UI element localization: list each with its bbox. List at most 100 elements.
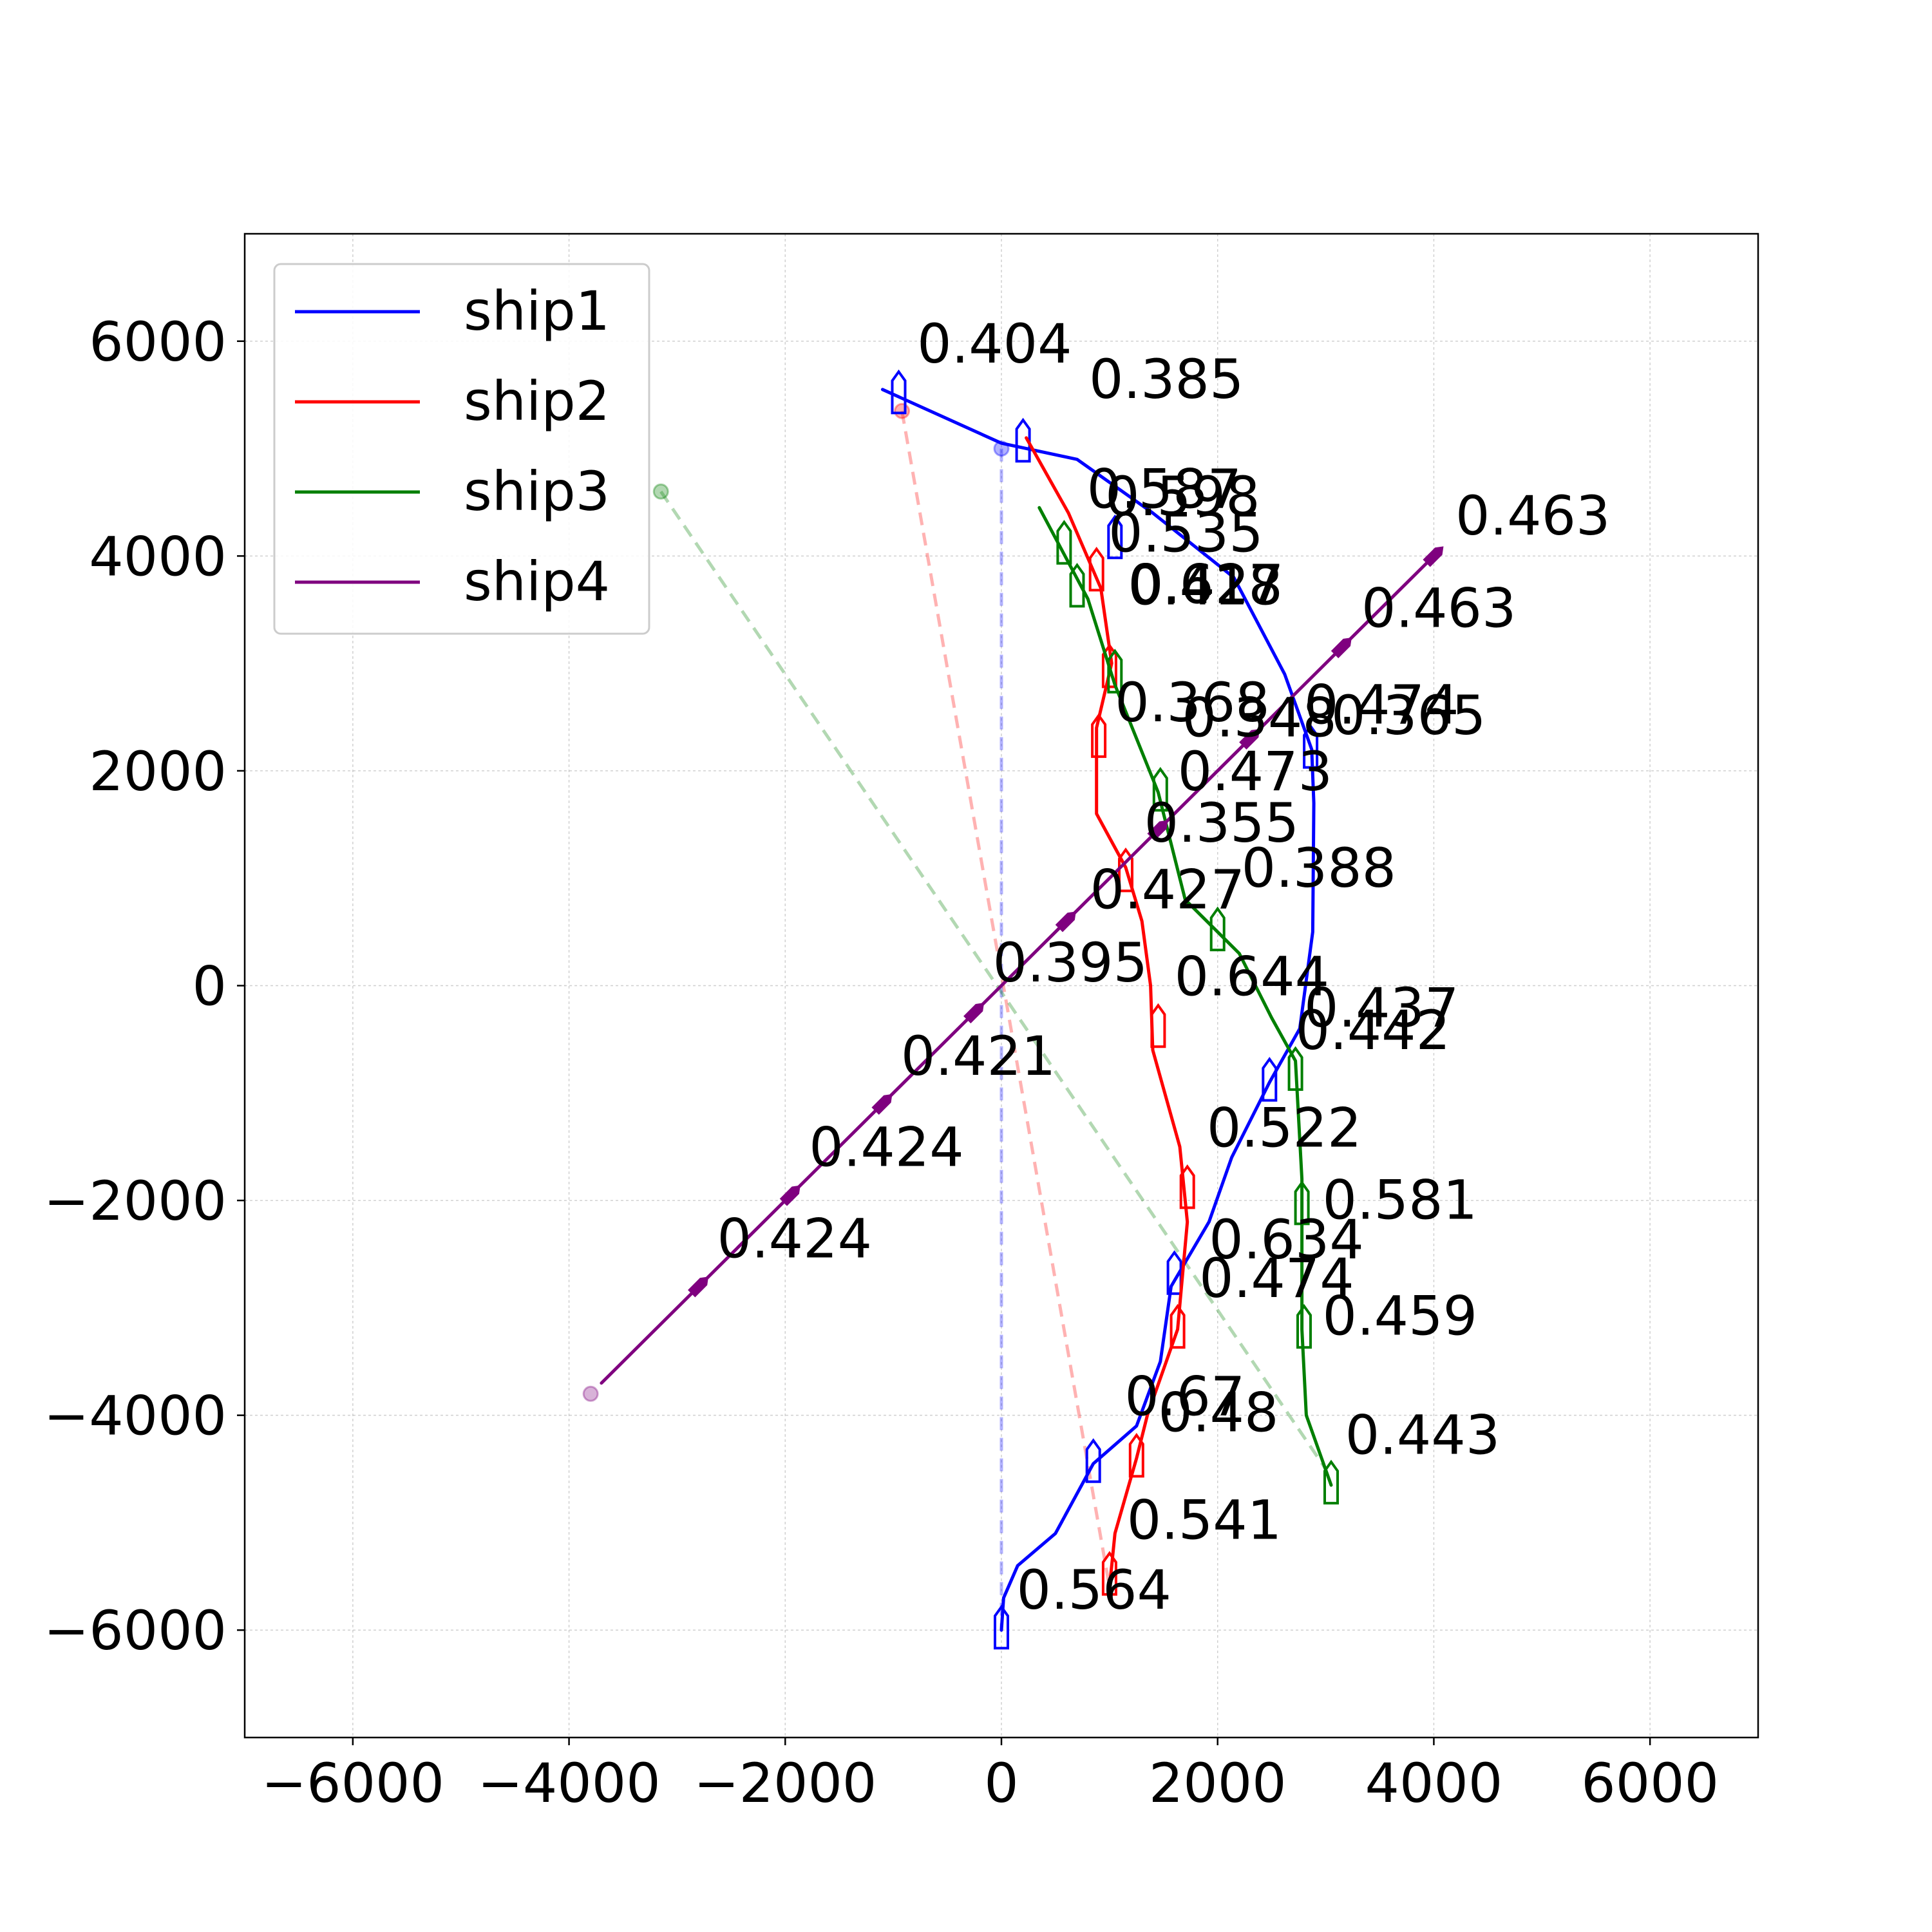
ship1-hull bbox=[1166, 1250, 1182, 1295]
ship3-start-point bbox=[652, 483, 669, 500]
ship4-hull bbox=[1423, 546, 1444, 567]
ship1-value-label: 0.437 bbox=[1304, 976, 1459, 1039]
ship2-hull bbox=[1101, 1551, 1117, 1596]
y-tick-label: 0 bbox=[193, 955, 227, 1018]
ship4-value-label: 0.355 bbox=[1144, 791, 1299, 855]
ship2-hull bbox=[1170, 1303, 1186, 1349]
ship4-value-label: 0.424 bbox=[717, 1207, 872, 1270]
y-tick-label: 4000 bbox=[89, 525, 227, 588]
ship2-ship-marker bbox=[1101, 1551, 1117, 1596]
legend-label-ship3: ship3 bbox=[464, 460, 610, 523]
ship2-ship-marker bbox=[1150, 1003, 1166, 1048]
ship3-ship-marker bbox=[1287, 1046, 1303, 1091]
x-tick-label: 0 bbox=[984, 1752, 1018, 1815]
gridlines bbox=[245, 234, 1758, 1738]
series-layer bbox=[600, 369, 1444, 1650]
ship3-value-label: 0.581 bbox=[1323, 1168, 1477, 1231]
ship4-ship-marker bbox=[779, 1185, 800, 1206]
ship1-value-label: 0.634 bbox=[1209, 1208, 1363, 1271]
ship4-trajectory bbox=[600, 549, 1441, 1385]
ship4-value-label: 0.395 bbox=[993, 931, 1148, 994]
ship4-value-label: 0.463 bbox=[1455, 484, 1610, 547]
ship3-hull bbox=[1152, 766, 1168, 812]
y-tick-label: −2000 bbox=[44, 1170, 227, 1233]
ship1-ship-marker bbox=[1303, 724, 1319, 769]
ship3-value-label: 0.598 bbox=[1105, 465, 1260, 528]
ship2-hull bbox=[1118, 847, 1133, 893]
ship1-ship-marker bbox=[994, 1604, 1009, 1650]
ship4-ship-marker bbox=[1239, 728, 1260, 750]
legend-label-ship2: ship2 bbox=[464, 370, 610, 433]
y-tick-label: 2000 bbox=[89, 740, 227, 803]
ship2-value-label: 0.522 bbox=[1207, 1097, 1361, 1160]
ship3-hull bbox=[1056, 520, 1072, 565]
ship3-value-label: 0.348 bbox=[1182, 687, 1336, 750]
ship4-ship-marker bbox=[688, 1276, 709, 1298]
ship2-ship-marker bbox=[1170, 1303, 1186, 1349]
ship2-ship-marker bbox=[1118, 847, 1133, 893]
ship1-hull bbox=[1015, 417, 1031, 463]
x-tick-label: 2000 bbox=[1149, 1752, 1287, 1815]
legend-label-ship1: ship1 bbox=[464, 279, 610, 343]
ship2-ship-marker bbox=[1101, 643, 1117, 688]
ship1-hull bbox=[1085, 1438, 1101, 1483]
legend-frame bbox=[273, 263, 650, 635]
ship4-hull bbox=[1055, 911, 1076, 933]
ship1-hull bbox=[891, 369, 907, 415]
guide-lines bbox=[582, 402, 1327, 1631]
ship1-ship-marker bbox=[1107, 514, 1123, 560]
ship2-hull bbox=[1128, 1432, 1144, 1478]
ship3-guide-line bbox=[659, 490, 1327, 1470]
ship3-ship-marker bbox=[1152, 766, 1168, 812]
ship2-hull bbox=[1091, 713, 1107, 758]
ship3-value-label: 0.473 bbox=[1178, 740, 1332, 803]
ship3-value-label: 0.442 bbox=[1296, 999, 1450, 1062]
ship4-hull bbox=[1147, 820, 1168, 841]
ship1-hull bbox=[1262, 1057, 1278, 1102]
ship3-trajectory bbox=[1037, 506, 1333, 1487]
ship3-ship-marker bbox=[1323, 1459, 1339, 1505]
ship3-ship-marker bbox=[1056, 520, 1072, 565]
ship4-ship-marker bbox=[871, 1094, 893, 1115]
ship1-ship-marker bbox=[1166, 1250, 1182, 1295]
ship4-start-point bbox=[582, 1385, 599, 1402]
ship2-start-point bbox=[894, 402, 911, 419]
ship2-value-label: 0.541 bbox=[1127, 1488, 1282, 1551]
ship2-guide-line bbox=[900, 410, 1112, 1587]
ship2-ship-marker bbox=[1128, 1432, 1144, 1478]
ship2-hull bbox=[1101, 643, 1117, 688]
ship2-value-label: 0.644 bbox=[1175, 945, 1329, 1009]
ship3-hull bbox=[1294, 1180, 1310, 1226]
ship3-ship-marker bbox=[1069, 562, 1085, 608]
ship2-value-label: 0.368 bbox=[1115, 671, 1269, 734]
ship4-ship-marker bbox=[1423, 546, 1444, 567]
ship1-value-label: 0.474 bbox=[1304, 674, 1459, 737]
ship1-value-label: 0.385 bbox=[1089, 348, 1244, 411]
legend[interactable]: ship1 ship2 ship3 ship4 bbox=[273, 263, 650, 635]
data-labels: 0.564 0.67 0.634 0.437 0.474 0.418 0.385 0.404 0… bbox=[717, 312, 1611, 1622]
ship2-hull bbox=[1088, 546, 1104, 592]
ship4-value-label: 0.421 bbox=[901, 1025, 1056, 1088]
ship1-ship-marker bbox=[891, 369, 907, 415]
ship3-hull bbox=[1209, 906, 1226, 952]
ship1-hull bbox=[1107, 514, 1123, 560]
ship4-value-label: 0.365 bbox=[1331, 684, 1486, 747]
ship2-hull bbox=[1150, 1003, 1166, 1048]
ship3-value-label: 0.459 bbox=[1323, 1285, 1477, 1348]
ship1-value-label: 0.564 bbox=[1017, 1558, 1171, 1622]
ship1-value-label: 0.418 bbox=[1128, 554, 1282, 617]
ship4-hull bbox=[779, 1185, 800, 1206]
ship4-value-label: 0.463 bbox=[1361, 576, 1516, 639]
ship1-value-label: 0.404 bbox=[917, 312, 1072, 375]
ship1-value-label: 0.67 bbox=[1124, 1365, 1245, 1428]
x-tick-label: 6000 bbox=[1581, 1752, 1719, 1815]
ship4-hull bbox=[1239, 728, 1260, 750]
ship3-ship-marker bbox=[1107, 649, 1123, 694]
ship4-ship-marker bbox=[1331, 638, 1352, 659]
ship2-value-label: 0.474 bbox=[1199, 1247, 1354, 1310]
ship3-hull bbox=[1323, 1459, 1339, 1505]
ship2-ship-marker bbox=[1088, 546, 1104, 592]
ship2-hull bbox=[1179, 1164, 1195, 1209]
ship3-ship-marker bbox=[1296, 1303, 1312, 1349]
